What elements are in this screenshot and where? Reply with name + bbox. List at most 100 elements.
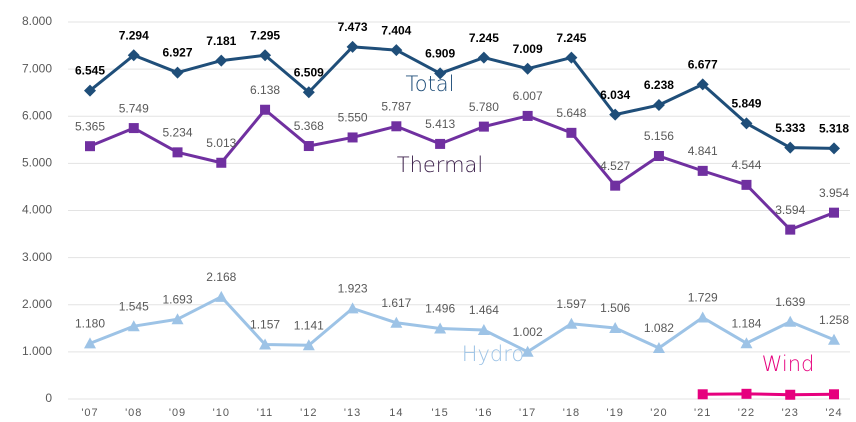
marker — [259, 49, 272, 62]
marker — [741, 388, 752, 399]
x-tick-label: '18 — [563, 407, 580, 419]
marker — [785, 224, 796, 235]
marker — [696, 311, 709, 323]
x-tick-label: '13 — [344, 407, 361, 419]
data-label: 7.245 — [469, 31, 499, 45]
marker — [215, 54, 228, 67]
marker — [565, 317, 578, 329]
data-label: 5.156 — [644, 129, 674, 143]
x-tick-label: '21 — [694, 407, 711, 419]
marker — [435, 138, 446, 149]
series-name: Total — [405, 72, 454, 96]
data-label: 1.617 — [381, 296, 411, 310]
data-label: 2.168 — [206, 270, 236, 284]
marker — [85, 141, 95, 152]
data-label: 5.413 — [425, 117, 455, 131]
data-label: 1.002 — [513, 325, 543, 339]
data-label: 5.368 — [294, 119, 324, 133]
marker — [566, 127, 577, 138]
data-label: 6.677 — [688, 58, 718, 72]
data-label: 1.496 — [425, 302, 455, 316]
data-label: 5.550 — [338, 111, 368, 125]
marker — [697, 389, 708, 400]
marker — [347, 132, 358, 143]
marker — [84, 84, 96, 97]
data-label: 6.545 — [75, 64, 105, 78]
marker — [653, 151, 664, 162]
marker — [434, 67, 447, 80]
marker — [302, 86, 315, 99]
series-line — [89, 108, 835, 232]
marker — [828, 333, 840, 345]
data-label: 1.464 — [469, 303, 499, 317]
data-label: 1.184 — [731, 316, 761, 330]
marker — [697, 165, 708, 176]
marker — [741, 179, 752, 190]
marker — [346, 302, 359, 314]
x-tick-label: '11 — [257, 407, 274, 419]
y-tick-label: 3.000 — [22, 250, 52, 264]
marker — [171, 66, 184, 79]
data-label: 3.594 — [775, 203, 805, 217]
data-label: 7.181 — [206, 34, 236, 48]
marker — [128, 123, 139, 134]
data-label: 1.729 — [688, 291, 718, 305]
y-tick-label: 5.000 — [22, 156, 52, 170]
marker — [260, 104, 271, 115]
x-tick-label: '09 — [169, 407, 186, 419]
marker — [302, 339, 315, 351]
marker — [434, 322, 447, 334]
data-label: 5.333 — [775, 121, 805, 135]
data-label: 5.780 — [469, 100, 499, 114]
data-label: 4.527 — [600, 159, 630, 173]
marker — [652, 99, 665, 112]
y-tick-label: 0 — [45, 391, 52, 405]
data-label: 5.013 — [206, 136, 236, 150]
y-tick-label: 7.000 — [22, 61, 52, 75]
marker — [829, 207, 839, 218]
x-tick-label: '24 — [825, 407, 842, 419]
data-label: 6.927 — [163, 46, 193, 60]
marker — [303, 141, 314, 152]
data-label: 5.648 — [556, 106, 586, 120]
marker — [478, 121, 489, 132]
data-label: 5.849 — [731, 97, 761, 111]
series-line — [89, 295, 835, 354]
data-label: 4.841 — [688, 144, 718, 158]
marker — [521, 345, 534, 357]
x-tick-label: '07 — [81, 407, 98, 419]
data-label: 1.693 — [163, 292, 193, 306]
marker — [127, 49, 140, 62]
marker — [609, 108, 622, 121]
series-line — [89, 45, 835, 150]
marker — [609, 322, 622, 334]
marker — [84, 337, 96, 349]
marker — [216, 157, 227, 168]
marker — [652, 342, 665, 354]
marker — [696, 78, 709, 91]
y-tick-label: 6.000 — [22, 108, 52, 122]
data-label: 3.954 — [819, 186, 849, 200]
marker — [521, 62, 534, 75]
marker — [740, 337, 753, 349]
data-label: 1.639 — [775, 295, 805, 309]
series-name: Hydro — [462, 342, 525, 366]
data-label: 6.007 — [513, 89, 543, 103]
data-label: 5.787 — [381, 99, 411, 113]
marker — [565, 51, 578, 64]
marker — [610, 180, 621, 191]
marker — [259, 338, 272, 350]
marker — [477, 51, 490, 64]
data-label: 4.544 — [731, 158, 761, 172]
data-label: 1.157 — [250, 318, 280, 332]
marker — [784, 315, 797, 327]
marker — [522, 110, 533, 121]
data-label: 6.034 — [600, 88, 630, 102]
marker — [785, 389, 796, 400]
marker — [171, 313, 184, 325]
x-tick-label: '20 — [650, 407, 667, 419]
series-line — [702, 392, 835, 397]
x-tick-label: '17 — [519, 407, 536, 419]
data-label: 5.365 — [75, 119, 105, 133]
x-tick-label: '19 — [607, 407, 624, 419]
